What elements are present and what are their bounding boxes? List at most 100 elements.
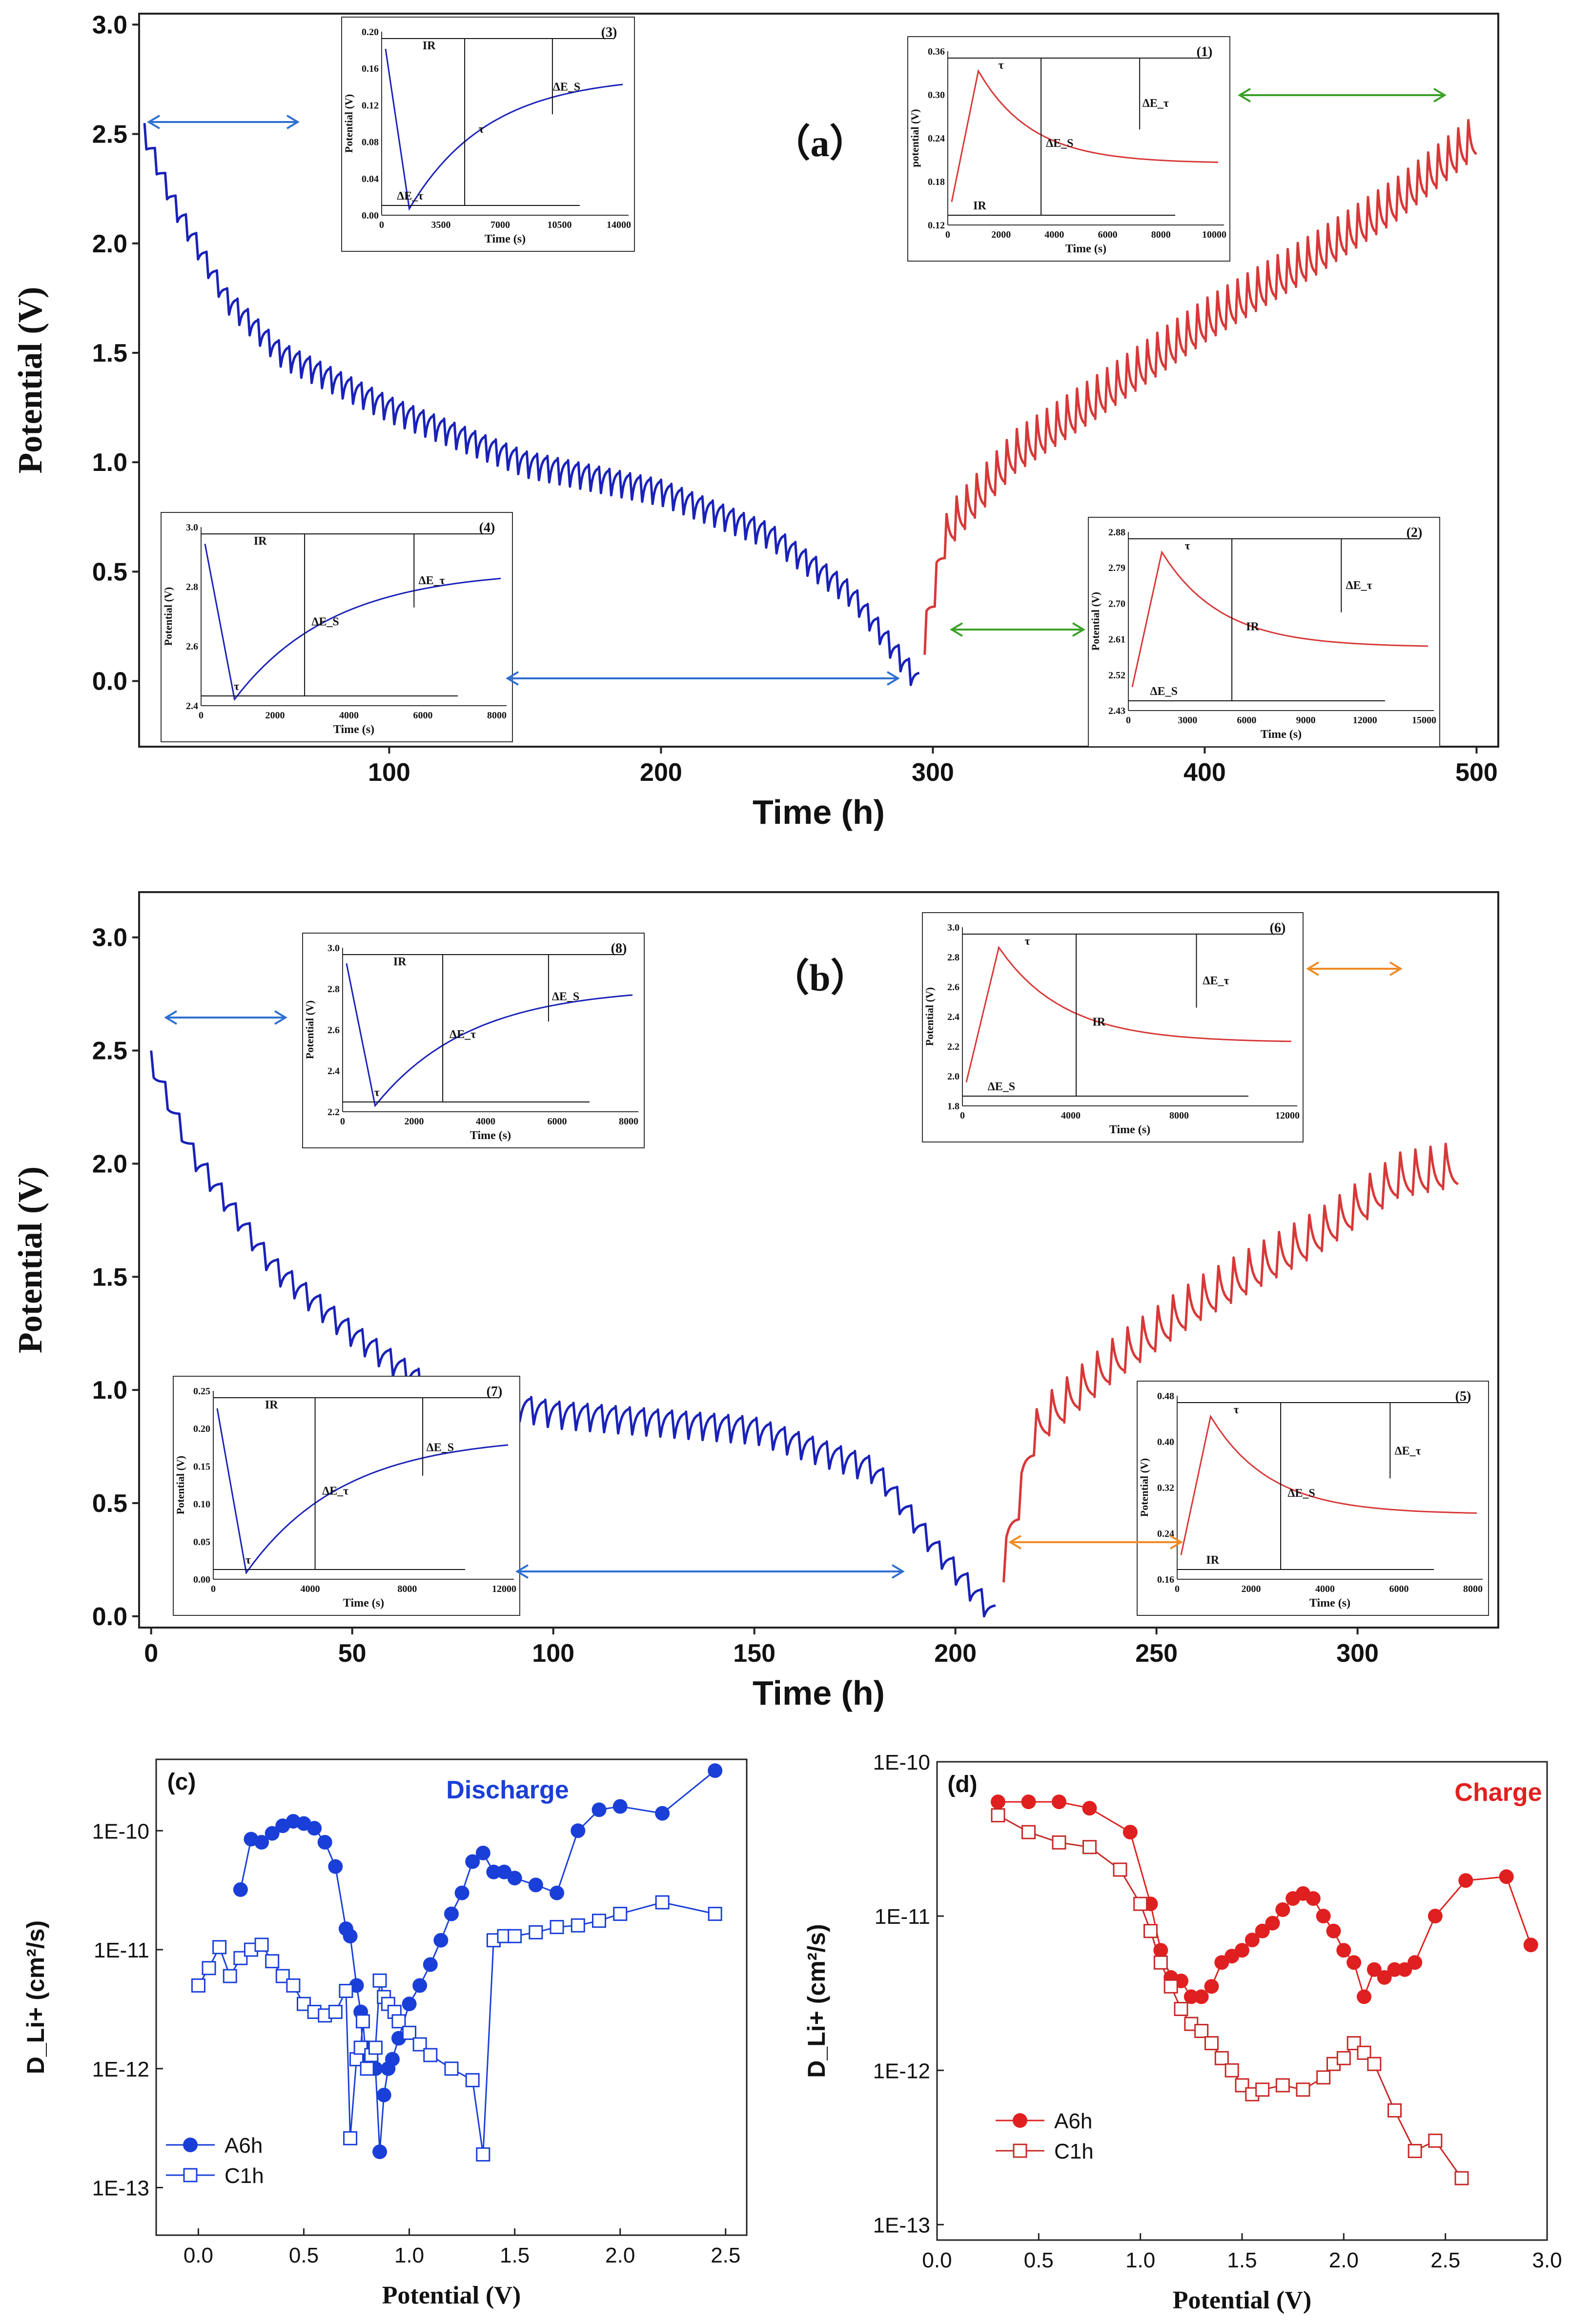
y-tick-label: 1E-12 <box>873 2059 930 2083</box>
point-C1h <box>1347 2036 1361 2051</box>
inset-frame <box>922 912 1304 1142</box>
inset-y-tick-label: 2.2 <box>327 1107 340 1118</box>
point-A6h <box>328 1859 343 1874</box>
arrow-head-left <box>164 1010 178 1025</box>
inset-annotation: IR <box>1206 1554 1219 1567</box>
point-C1h <box>254 1937 269 1952</box>
point-C1h <box>372 1973 387 1988</box>
arrow-head-right <box>886 671 900 686</box>
arrow-head-left <box>1238 88 1251 102</box>
point-A6h <box>1428 1909 1443 1924</box>
y-tick-label: 1E-11 <box>875 1905 930 1929</box>
point-A6h <box>1336 1943 1351 1958</box>
point-A6h <box>1316 1909 1331 1924</box>
y-tick-label: 2.0 <box>92 230 127 258</box>
inset-frame <box>341 17 635 252</box>
panel-label: (d) <box>947 1772 977 1797</box>
y-tick-label: 2.5 <box>92 1037 127 1065</box>
inset-x-tick-label: 0 <box>1175 1584 1180 1594</box>
point-C1h <box>592 1914 606 1928</box>
y-axis-title: D_Li+ (cm²/s) <box>803 1924 830 2078</box>
legend-marker <box>1013 2113 1027 2128</box>
inset-7: 0.00 0.05 0.10 0.15 0.20 0.25 0 4000 8000 12000 Ti… <box>173 1376 520 1616</box>
inset-x-tick-label: 6000 <box>1098 229 1118 240</box>
x-tick-label: 2.5 <box>1430 2248 1460 2272</box>
y-tick-label: 0.0 <box>92 1603 127 1631</box>
x-tick-label: 100 <box>368 758 410 787</box>
inset-annotation: ΔE_S <box>552 991 579 1003</box>
point-C1h <box>423 2048 438 2062</box>
x-tick-label: 0.0 <box>184 2243 213 2267</box>
inset-annotation: τ <box>1234 1404 1239 1416</box>
y-tick-label: 0.5 <box>92 558 127 586</box>
point-C1h <box>1052 1835 1066 1850</box>
inset-curve <box>216 1408 509 1575</box>
inset-x-tick-label: 2000 <box>405 1116 424 1127</box>
inset-annotation: ΔE_S <box>1046 137 1073 150</box>
point-A6h <box>1194 1989 1209 2004</box>
inset-annotation: ΔE_S <box>1150 685 1178 698</box>
x-axis-title: Time (h) <box>753 793 885 831</box>
inset-annotation: τ <box>245 1554 251 1567</box>
point-C1h <box>465 2073 480 2087</box>
y-tick-label: 1E-11 <box>94 1938 149 1962</box>
point-C1h <box>1428 2133 1443 2148</box>
x-tick-label: 0.5 <box>1024 2248 1054 2272</box>
inset-y-tick-label: 2.6 <box>947 982 959 993</box>
inset-x-title: Time (s) <box>1109 1123 1150 1136</box>
arrow-head-right <box>274 1010 287 1025</box>
x-tick-label: 250 <box>1135 1639 1178 1668</box>
inset-y-tick-label: 0.12 <box>928 220 945 231</box>
panel-c: 1E-13 1E-12 1E-11 1E-10 0.0 0.5 1.0 1.5 2.0 2.5 Po… <box>22 1758 748 2309</box>
x-tick-label: 300 <box>912 758 954 787</box>
point-A6h <box>1265 1916 1280 1931</box>
point-C1h <box>402 2025 417 2040</box>
inset-y-tick-label: 2.6 <box>327 1025 340 1036</box>
inset-y-tick-label: 2.61 <box>1108 634 1125 645</box>
inset-y-tick-label: 0.10 <box>193 1499 210 1510</box>
x-tick-label: 300 <box>1336 1639 1379 1668</box>
point-A6h <box>385 2052 400 2067</box>
inset-x-title: Time (s) <box>485 233 526 245</box>
inset-y-tick-label: 3.0 <box>186 522 198 533</box>
inset-5: 0.160.240.320.400.480 2000 4000 6000 8000Tim… <box>1137 1381 1489 1616</box>
inset-annotation: ΔE_τ <box>322 1485 348 1497</box>
point-A6h <box>1397 1962 1412 1977</box>
inset-y-tick-label: 0.24 <box>928 133 945 144</box>
inset-y-tick-label: 3.0 <box>947 922 959 933</box>
point-C1h <box>1194 2024 1209 2039</box>
point-C1h <box>343 2131 358 2145</box>
inset-y-tick-label: 0.36 <box>928 46 945 57</box>
inset-annotation: ΔE_τ <box>1143 97 1169 110</box>
inset-y-tick-label: 2.43 <box>1108 706 1125 716</box>
inset-y-tick-label: 0.16 <box>362 63 379 74</box>
inset-label: (5) <box>1455 1389 1471 1404</box>
x-tick-label: 200 <box>640 758 682 787</box>
inset-y-tick-label: 0.15 <box>193 1461 210 1472</box>
inset-annotation: ΔE_τ <box>1395 1445 1421 1457</box>
inset-curve <box>385 48 623 211</box>
legend-label: C1h <box>224 2164 264 2188</box>
inset-y-tick-label: 0.20 <box>362 27 379 38</box>
inset-x-tick-label: 12000 <box>1275 1110 1300 1121</box>
inset-x-tick-label: 6000 <box>1389 1584 1409 1594</box>
inset-4: 2.4 2.6 2.8 3.0 0 2000 4000 6000 8000 Time (s) Pot… <box>161 512 513 742</box>
inset-y-tick-label: 0.30 <box>928 90 945 101</box>
inset-annotation: ΔE_τ <box>449 1028 476 1041</box>
point-C1h <box>339 1984 353 1998</box>
double-arrow <box>950 622 1085 637</box>
x-axis-title: Potential (V) <box>1173 2286 1311 2314</box>
inset-x-tick-label: 4000 <box>1044 229 1064 240</box>
point-A6h <box>507 1871 522 1886</box>
inset-label: (3) <box>601 25 617 40</box>
panel-a: 0.0 0.5 1.0 1.5 2.0 2.5 3.0 100 200 300 400 500 Time… <box>12 11 1499 831</box>
point-A6h <box>1255 1923 1270 1938</box>
x-tick-label: 2.0 <box>1329 2248 1359 2272</box>
point-C1h <box>550 1920 564 1935</box>
point-A6h <box>1499 1869 1514 1884</box>
inset-8: 2.2 2.4 2.6 2.8 3.0 0 2000 4000 6000 8000 Time (s)… <box>302 933 645 1148</box>
inset-y-tick-label: 0.20 <box>193 1424 210 1434</box>
point-A6h <box>1408 1955 1423 1970</box>
point-C1h <box>1387 2103 1402 2118</box>
